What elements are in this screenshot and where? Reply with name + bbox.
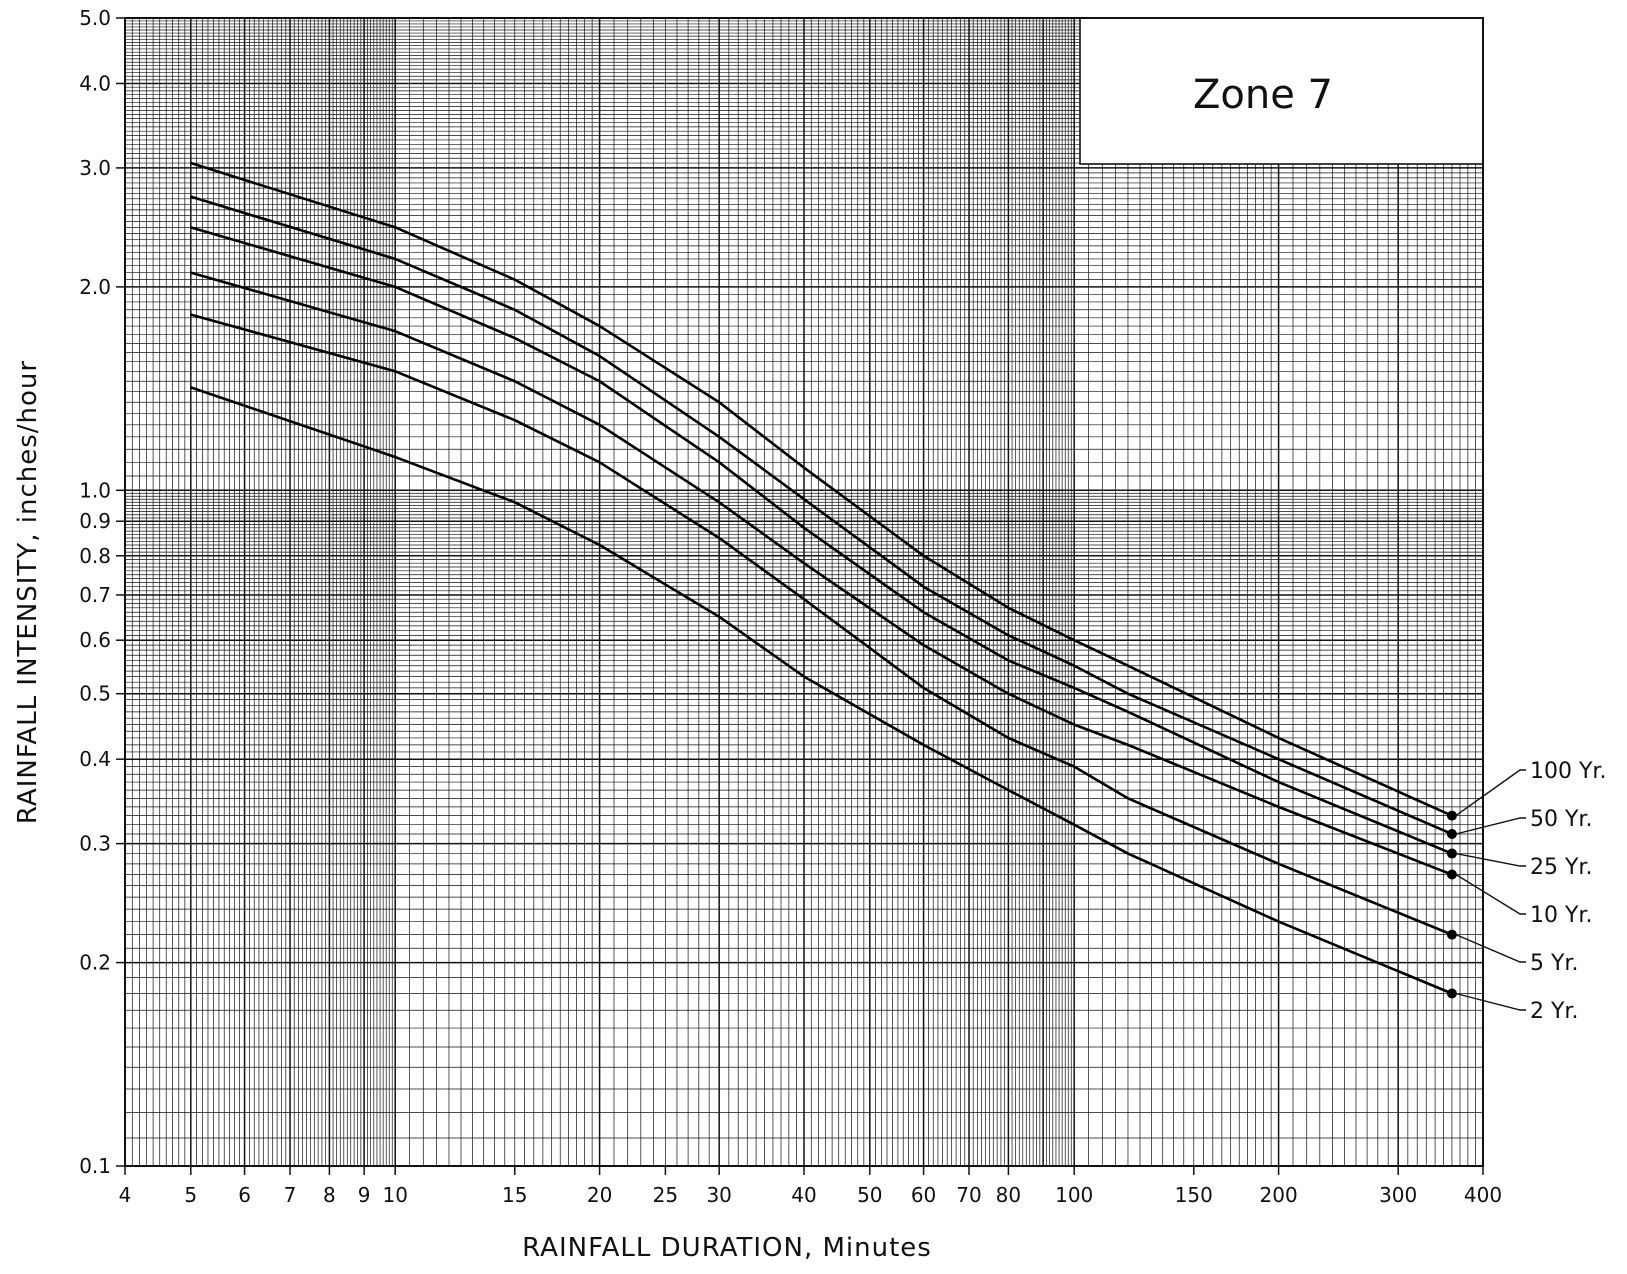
- series-line: [190, 195, 1453, 836]
- y-tick-label: 0.9: [79, 509, 111, 533]
- x-tick-label: 300: [1379, 1183, 1417, 1207]
- zone-title-box: [1079, 17, 1484, 165]
- x-tick-label: 25: [653, 1183, 678, 1207]
- y-tick-label: 0.1: [79, 1154, 111, 1178]
- x-tick-label: 70: [956, 1183, 981, 1207]
- series-line: [190, 271, 1453, 876]
- y-axis-tick-labels: 0.1 0.2 0.3 0.4 0.5 0.6 0.7 0.8 0.9 1.0 2.0 3.0 4.0 5…: [79, 6, 125, 1178]
- x-tick-label: 50: [857, 1183, 882, 1207]
- series-line: [190, 226, 1453, 855]
- y-axis-title: RAINFALL INTENSITY, inches/hour: [13, 360, 43, 824]
- x-tick-label: 7: [284, 1183, 297, 1207]
- legend-label: 100 Yr.: [1530, 759, 1606, 784]
- y-tick-label: 0.6: [79, 628, 111, 652]
- y-tick-label: 0.5: [79, 682, 111, 706]
- legend-leader-line: [1455, 769, 1526, 817]
- x-tick-label: 200: [1260, 1183, 1298, 1207]
- legend-leader-line: [1455, 817, 1526, 835]
- grid: [124, 17, 1484, 1167]
- x-tick-label: 5: [184, 1183, 197, 1207]
- series-line: [190, 313, 1453, 936]
- x-axis-title: RAINFALL DURATION, Minutes: [522, 1233, 932, 1263]
- legend-label: 5 Yr.: [1530, 951, 1578, 976]
- y-tick-label: 0.8: [79, 544, 111, 568]
- x-tick-label: 100: [1055, 1183, 1093, 1207]
- x-tick-label: 10: [382, 1183, 407, 1207]
- legend-leader-line: [1455, 873, 1526, 915]
- series-line: [190, 161, 1453, 817]
- series-end-marker: [1446, 810, 1457, 821]
- x-tick-label: 30: [706, 1183, 731, 1207]
- legend-label: 25 Yr.: [1530, 855, 1592, 880]
- legend-label: 50 Yr.: [1530, 807, 1592, 832]
- series-end-marker: [1446, 848, 1457, 859]
- x-tick-label: 40: [791, 1183, 816, 1207]
- series-lines: [190, 161, 1457, 999]
- x-tick-label: 150: [1175, 1183, 1213, 1207]
- x-tick-label: 4: [119, 1183, 132, 1207]
- legend-label: 2 Yr.: [1530, 999, 1578, 1024]
- y-tick-label: 0.7: [79, 583, 111, 607]
- chart-title: Zone 7: [1193, 72, 1333, 118]
- legend-label: 10 Yr.: [1530, 903, 1592, 928]
- y-tick-label: 1.0: [79, 478, 111, 502]
- y-tick-label: 0.3: [79, 832, 111, 856]
- x-tick-label: 80: [996, 1183, 1021, 1207]
- series-line: [190, 386, 1453, 995]
- x-tick-label: 9: [358, 1183, 371, 1207]
- y-tick-label: 4.0: [79, 71, 111, 95]
- y-tick-label: 5.0: [79, 6, 111, 30]
- x-tick-label: 6: [238, 1183, 251, 1207]
- x-tick-label: 15: [502, 1183, 527, 1207]
- x-tick-label: 8: [323, 1183, 336, 1207]
- legend-leader-line: [1455, 933, 1526, 963]
- series-end-marker: [1446, 929, 1457, 940]
- x-axis-tick-labels: 4 5 6 7 8 9 10 15 20 25 30 40 50 60 70 80 100 150 200 300 40…: [119, 1166, 1502, 1207]
- legend: 100 Yr. 50 Yr. 25 Yr. 10 Yr. 5 Yr. 2 Yr.: [1455, 759, 1606, 1024]
- series-end-marker: [1446, 988, 1457, 999]
- legend-leader-line: [1455, 852, 1526, 867]
- y-tick-label: 3.0: [79, 156, 111, 180]
- x-tick-label: 20: [587, 1183, 612, 1207]
- legend-leader-line: [1455, 992, 1526, 1011]
- y-tick-label: 0.2: [79, 951, 111, 975]
- series-end-marker: [1446, 869, 1457, 880]
- x-tick-label: 60: [911, 1183, 936, 1207]
- y-tick-label: 0.4: [79, 747, 111, 771]
- y-tick-label: 2.0: [79, 275, 111, 299]
- series-end-marker: [1446, 828, 1457, 839]
- x-tick-label: 400: [1464, 1183, 1502, 1207]
